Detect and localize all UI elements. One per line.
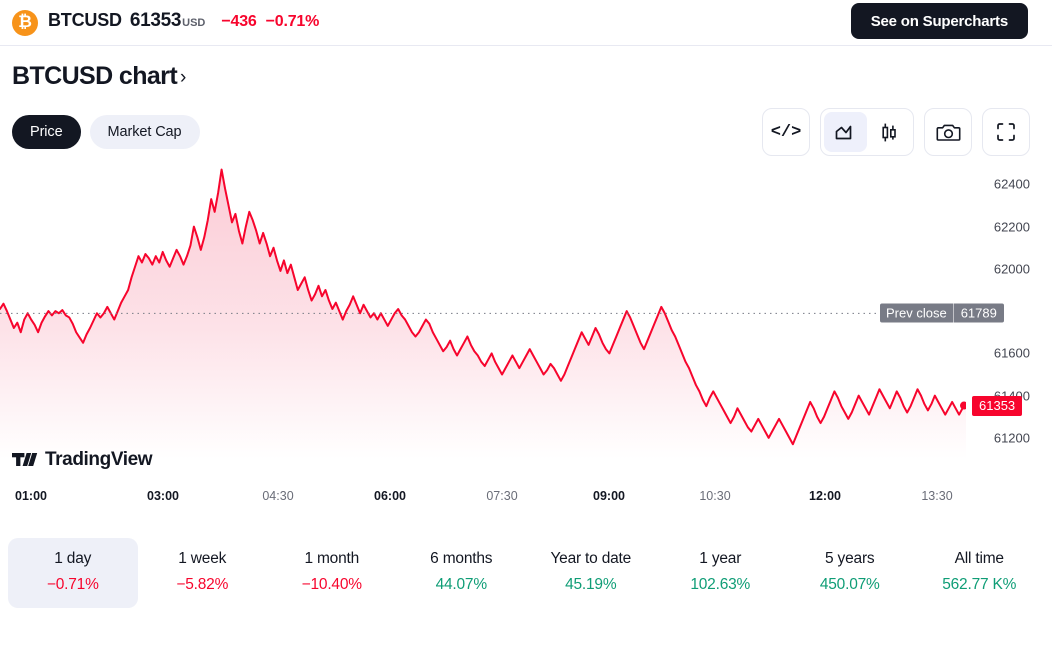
price-axis-label: 62200 (993, 219, 1030, 235)
period-change: −5.82% (176, 576, 229, 593)
period-item-6-months[interactable]: 6 months 44.07% (397, 538, 527, 608)
period-item-1-day[interactable]: 1 day −0.71% (8, 538, 138, 608)
time-axis-label: 06:00 (374, 489, 406, 503)
chart-plot-area[interactable] (0, 159, 966, 459)
prev-close-value: 61789 (960, 305, 997, 321)
time-axis: 01:00 03:00 04:30 06:00 07:30 09:00 10:30 12:00… (0, 489, 1052, 515)
time-axis-label: 13:30 (921, 489, 953, 503)
snapshot-button[interactable] (924, 108, 972, 156)
time-axis-label: 12:00 (809, 489, 841, 503)
tab-price[interactable]: Price (12, 115, 81, 149)
time-axis-label: 03:00 (147, 489, 179, 503)
price-axis-label: 61600 (993, 345, 1030, 361)
prev-close-label: Prev close (886, 305, 947, 321)
prev-close-badge: Prev close 61789 (880, 303, 1004, 323)
price-change-absolute: −436 (221, 12, 257, 30)
period-change: 45.19% (565, 576, 617, 593)
period-change: −10.40% (301, 576, 362, 593)
period-item-1-month[interactable]: 1 month −10.40% (267, 538, 397, 608)
symbol-header-bar: ₿ BTCUSD 61353 USD −436 −0.71% See on Su… (0, 0, 1052, 46)
period-change: −0.71% (46, 576, 99, 593)
time-axis-label: 04:30 (262, 489, 294, 503)
period-label: 1 day (54, 550, 92, 567)
camera-snapshot-icon (936, 124, 960, 141)
symbol-summary[interactable]: ₿ BTCUSD 61353 USD −436 −0.71% (12, 9, 320, 36)
period-label: 5 years (825, 550, 875, 567)
page-title-text: BTCUSD chart (12, 62, 178, 90)
period-label: 6 months (430, 550, 493, 567)
page-title[interactable]: BTCUSD chart › (12, 62, 186, 91)
fullscreen-icon (997, 123, 1015, 141)
period-label: All time (954, 550, 1004, 567)
fullscreen-button[interactable] (982, 108, 1030, 156)
symbol-currency: USD (182, 16, 206, 29)
see-on-supercharts-button[interactable]: See on Supercharts (850, 3, 1028, 39)
badge-divider (952, 303, 954, 323)
tab-market-cap[interactable]: Market Cap (89, 115, 200, 149)
chart-line (0, 168, 966, 446)
chevron-right-icon: › (180, 67, 186, 88)
embed-code-button[interactable]: </> (762, 108, 810, 156)
period-label: 1 week (178, 550, 227, 567)
metric-toggle-group: Price Market Cap (12, 115, 200, 149)
candlestick-chart-button[interactable] (867, 112, 910, 152)
area-chart-button[interactable] (824, 112, 867, 152)
chart-area-fill (0, 169, 966, 459)
time-axis-label: 10:30 (699, 489, 731, 503)
period-label: 1 month (304, 550, 360, 567)
chart-controls-row: Price Market Cap </> (0, 107, 1052, 157)
period-performance-row: 1 day −0.71% 1 week −5.82% 1 month −10.40% 6 m… (0, 538, 1052, 608)
current-price-badge: 61353 (972, 395, 1023, 416)
embed-code-icon: </> (770, 122, 802, 142)
candlestick-chart-icon (881, 123, 896, 141)
price-axis: 624006220062000616006140061200Prev close… (880, 159, 1052, 459)
period-label: Year to date (550, 550, 632, 567)
time-axis-label: 07:30 (486, 489, 518, 503)
bitcoin-icon: ₿ (12, 9, 38, 36)
price-axis-label: 62000 (993, 261, 1030, 277)
price-axis-label: 61200 (993, 430, 1030, 446)
symbol-price: 61353 (129, 9, 182, 31)
period-item-5-years[interactable]: 5 years 450.07% (785, 538, 915, 608)
symbol-name: BTCUSD (48, 9, 122, 30)
period-item-1-year[interactable]: 1 year 102.63% (656, 538, 786, 608)
time-axis-label: 09:00 (593, 489, 625, 503)
price-chart[interactable]: TradingView 6240062200620006160061400612… (0, 159, 1052, 489)
period-item-1-week[interactable]: 1 week −5.82% (138, 538, 268, 608)
chart-type-group (820, 108, 914, 156)
period-change: 450.07% (819, 576, 880, 593)
area-chart-icon (835, 125, 852, 139)
chart-svg (0, 168, 966, 459)
period-label: 1 year (699, 550, 742, 567)
time-axis-label: 01:00 (15, 489, 47, 503)
period-item-all-time[interactable]: All time 562.77 K% (915, 538, 1045, 608)
chart-tools-group: </> (762, 108, 1030, 156)
period-change: 562.77 K% (942, 576, 1017, 593)
last-price-dot (960, 401, 966, 410)
period-change: 44.07% (435, 576, 488, 593)
price-axis-label: 62400 (993, 176, 1030, 192)
price-change-percent: −0.71% (265, 12, 320, 30)
period-change: 102.63% (690, 576, 751, 593)
period-item-year-to-date[interactable]: Year to date 45.19% (526, 538, 656, 608)
